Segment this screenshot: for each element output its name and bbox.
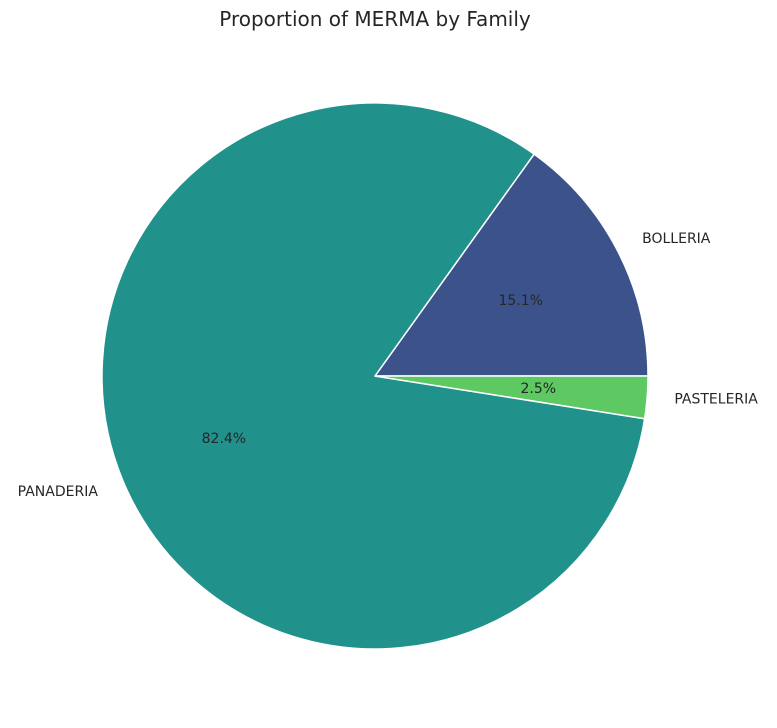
- pie-slice-panaderia: [101, 102, 646, 650]
- labels-group: 15.1% BOLLERIA 82.4% PANADERIA 2.5% PASTELERI…: [18, 231, 759, 500]
- pct-label-bolleria: 15.1%: [498, 293, 542, 309]
- pct-label-panaderia: 82.4%: [202, 431, 246, 447]
- chart-title: Proportion of MERMA by Family: [219, 7, 531, 31]
- pct-label-pasteleria: 2.5%: [521, 381, 557, 397]
- slices-group: [101, 102, 649, 650]
- pie-slice-pasteleria: [374, 375, 649, 420]
- slice-label-pasteleria: PASTELERIA: [674, 392, 758, 408]
- slice-label-panaderia: PANADERIA: [18, 484, 99, 500]
- pie-slice-bolleria: [374, 153, 649, 377]
- slice-label-bolleria: BOLLERIA: [642, 231, 711, 247]
